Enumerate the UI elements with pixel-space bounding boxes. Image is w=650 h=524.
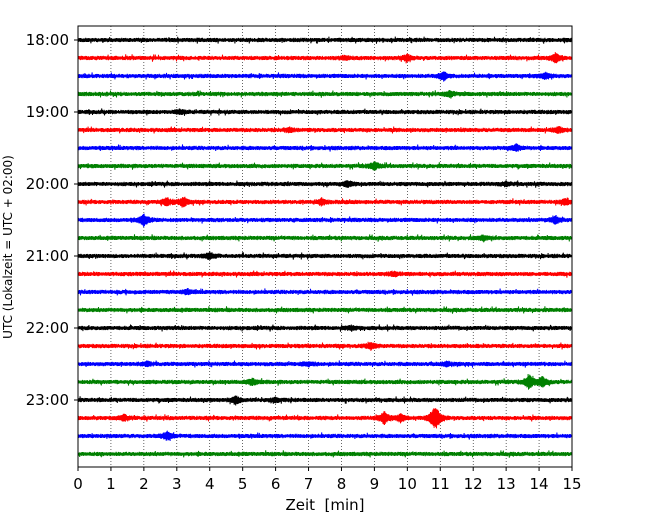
- x-tick-label: 10: [398, 475, 417, 493]
- y-tick-label: 23:00: [26, 391, 69, 409]
- y-tick-label: 19:00: [26, 103, 69, 121]
- trace-1900: [78, 108, 572, 116]
- x-axis-label: Zeit [min]: [285, 496, 364, 514]
- x-tick-label: 0: [73, 475, 83, 493]
- trace-2315: [78, 408, 572, 429]
- plot-frame: [77, 25, 573, 468]
- x-tick-label: 11: [431, 475, 450, 493]
- trace-2345: [78, 450, 572, 458]
- x-tick-label: 8: [337, 475, 347, 493]
- trace-2030: [78, 213, 572, 228]
- trace-2300: [78, 395, 572, 406]
- trace-2015: [78, 196, 572, 208]
- trace-2245: [78, 373, 572, 390]
- x-tick-label: 9: [370, 475, 380, 493]
- x-tick-label: 13: [497, 475, 516, 493]
- y-tick-label: 21:00: [26, 247, 69, 265]
- trace-layer: [78, 36, 572, 458]
- trace-1815: [78, 52, 572, 64]
- y-tick-label: 22:00: [26, 319, 69, 337]
- trace-1945: [78, 161, 572, 171]
- y-tick-label: 18:00: [26, 31, 69, 49]
- x-tick-label: 2: [139, 475, 149, 493]
- trace-1845: [78, 89, 572, 99]
- trace-1930: [78, 143, 572, 152]
- trace-2230: [78, 360, 572, 368]
- x-tick-label: 12: [464, 475, 483, 493]
- trace-2200: [78, 324, 572, 332]
- y-axis: 18:00 19:00 20:00 21:00 22:00 23:00: [26, 31, 78, 409]
- y-axis-label: UTC (Lokalzeit = UTC + 02:00): [1, 155, 15, 339]
- x-tick-label: 4: [205, 475, 215, 493]
- x-tick-label: 5: [238, 475, 248, 493]
- trace-2000: [78, 180, 572, 188]
- x-tick-label: 3: [172, 475, 182, 493]
- trace-1830: [78, 71, 572, 82]
- trace-2130: [78, 287, 572, 296]
- trace-2115: [78, 270, 572, 278]
- trace-2045: [78, 234, 572, 243]
- trace-1800: [78, 36, 572, 44]
- trace-2145: [78, 306, 572, 314]
- x-tick-label: 15: [562, 475, 581, 493]
- y-tick-label: 20:00: [26, 175, 69, 193]
- x-tick-label: 7: [304, 475, 314, 493]
- x-tick-label: 6: [271, 475, 281, 493]
- trace-1915: [78, 125, 572, 134]
- x-tick-label: 14: [530, 475, 549, 493]
- x-axis: 0 1 2 3 4 5 6 7 8 9 10 11 12 13 14 15: [73, 467, 582, 493]
- trace-2215: [78, 341, 572, 351]
- x-tick-label: 1: [106, 475, 116, 493]
- trace-2330: [78, 430, 572, 442]
- trace-2100: [78, 251, 572, 261]
